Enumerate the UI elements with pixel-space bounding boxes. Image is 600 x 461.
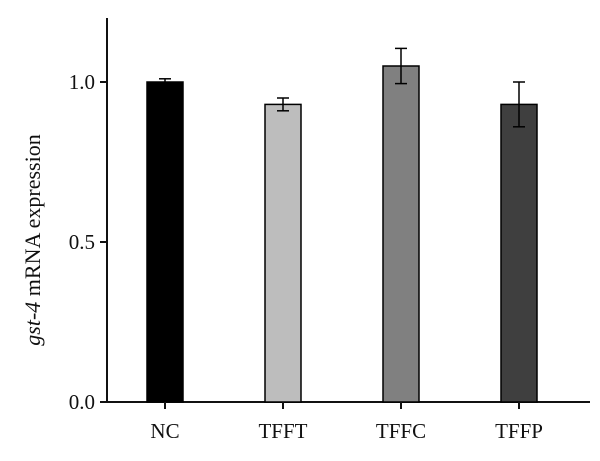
x-ticks: NC TFFT TFFC TFFP bbox=[150, 402, 543, 443]
y-axis-label: gst-4 mRNA expression bbox=[20, 134, 45, 345]
error-bar-tfft bbox=[277, 97, 289, 112]
bar-nc bbox=[146, 81, 184, 403]
bar-tffc bbox=[382, 65, 420, 403]
x-tick-label-nc: NC bbox=[150, 419, 179, 443]
error-bar-nc bbox=[159, 78, 171, 86]
bar-tfft bbox=[264, 103, 302, 403]
y-axis-label-rest: mRNA expression bbox=[20, 134, 45, 301]
y-tick-label: 1.0 bbox=[69, 70, 95, 94]
error-bar-tffp bbox=[513, 81, 525, 128]
x-tick-label-tffp: TFFP bbox=[495, 419, 543, 443]
bars bbox=[146, 47, 538, 403]
y-axis-label-gene: gst-4 bbox=[20, 302, 45, 346]
y-ticks: 0.0 0.5 1.0 bbox=[69, 70, 107, 414]
x-tick-label-tffc: TFFC bbox=[376, 419, 426, 443]
y-tick-label: 0.0 bbox=[69, 390, 95, 414]
x-tick-label-tfft: TFFT bbox=[258, 419, 307, 443]
bar-tffp bbox=[500, 103, 538, 403]
error-bar-tffc bbox=[395, 47, 407, 85]
y-tick-label: 0.5 bbox=[69, 230, 95, 254]
